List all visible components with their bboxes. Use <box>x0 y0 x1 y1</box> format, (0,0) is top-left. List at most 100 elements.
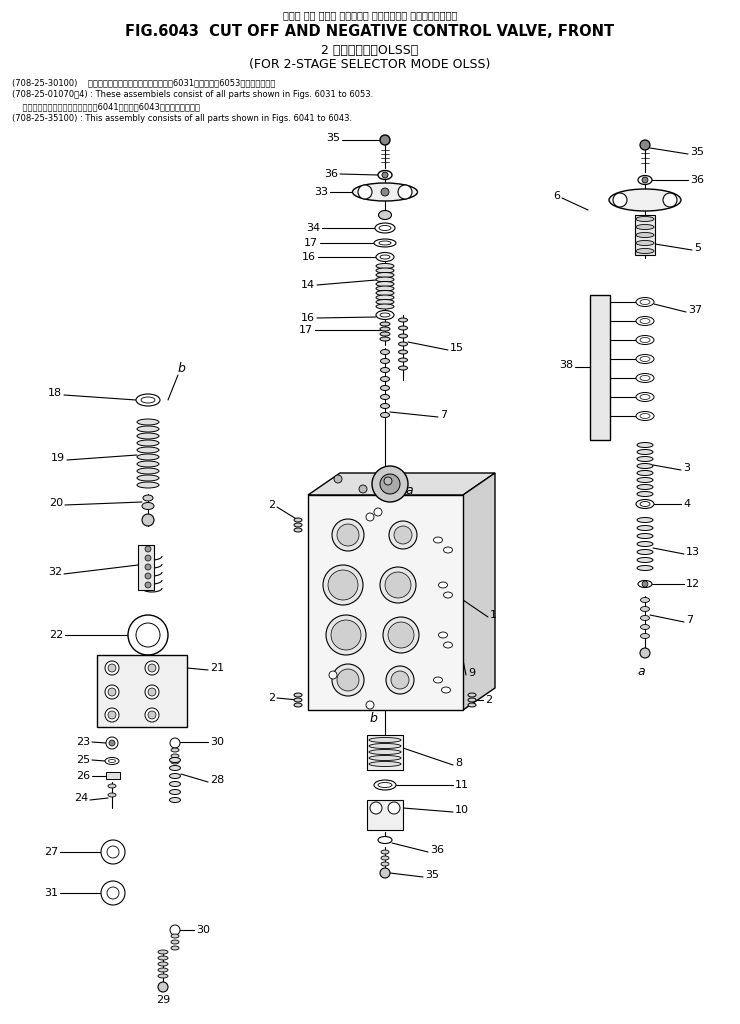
Ellipse shape <box>640 376 650 381</box>
Ellipse shape <box>108 793 116 797</box>
Ellipse shape <box>636 241 654 246</box>
Ellipse shape <box>171 940 179 944</box>
Ellipse shape <box>399 358 408 362</box>
Ellipse shape <box>636 412 654 421</box>
Circle shape <box>388 802 400 814</box>
Text: b: b <box>370 712 378 725</box>
Ellipse shape <box>137 440 159 446</box>
Circle shape <box>383 617 419 653</box>
Text: 24: 24 <box>74 793 88 803</box>
Circle shape <box>380 474 400 494</box>
Ellipse shape <box>636 354 654 364</box>
Circle shape <box>642 581 648 587</box>
Circle shape <box>145 573 151 579</box>
Ellipse shape <box>169 781 181 786</box>
Ellipse shape <box>468 703 476 707</box>
Ellipse shape <box>158 962 168 966</box>
Circle shape <box>145 708 159 722</box>
Ellipse shape <box>637 557 653 562</box>
Ellipse shape <box>636 500 654 509</box>
Circle shape <box>158 982 168 992</box>
Text: 2: 2 <box>268 500 275 510</box>
Ellipse shape <box>641 597 650 602</box>
Circle shape <box>331 620 361 650</box>
Ellipse shape <box>637 565 653 570</box>
Text: 38: 38 <box>559 360 573 370</box>
Ellipse shape <box>158 950 168 954</box>
Text: b: b <box>178 361 186 375</box>
Ellipse shape <box>376 253 394 261</box>
Circle shape <box>101 840 125 864</box>
Circle shape <box>328 570 358 600</box>
Circle shape <box>326 615 366 655</box>
Ellipse shape <box>637 484 653 489</box>
Text: (708-25-30100)    これらのアッセンブリの構成部品は第6031図および第6053図を合みます．: (708-25-30100) これらのアッセンブリの構成部品は第6031図および… <box>12 78 275 87</box>
Circle shape <box>380 475 390 485</box>
Ellipse shape <box>376 272 394 278</box>
Ellipse shape <box>609 189 681 211</box>
Ellipse shape <box>169 758 181 763</box>
Ellipse shape <box>636 232 654 238</box>
Text: このアッセンブリの構成部品は第6041図から第6043図まで合みます．: このアッセンブリの構成部品は第6041図から第6043図まで合みます． <box>12 102 200 111</box>
Ellipse shape <box>468 698 476 702</box>
Ellipse shape <box>380 327 390 331</box>
Text: FIG.6043  CUT OFF AND NEGATIVE CONTROL VALVE, FRONT: FIG.6043 CUT OFF AND NEGATIVE CONTROL VA… <box>126 24 614 39</box>
Text: 35: 35 <box>425 870 439 880</box>
Text: 36: 36 <box>430 845 444 855</box>
Ellipse shape <box>380 403 389 409</box>
Ellipse shape <box>439 632 448 638</box>
Ellipse shape <box>137 426 159 432</box>
Circle shape <box>640 648 650 658</box>
Circle shape <box>145 546 151 552</box>
Ellipse shape <box>380 255 390 259</box>
Ellipse shape <box>636 374 654 383</box>
Ellipse shape <box>378 837 392 844</box>
Circle shape <box>382 172 388 178</box>
Ellipse shape <box>137 454 159 460</box>
Text: 14: 14 <box>301 280 315 290</box>
Circle shape <box>337 669 359 691</box>
Bar <box>590 295 610 440</box>
Ellipse shape <box>399 326 408 330</box>
Text: (708-25-35100) : This assembly consists of all parts shown in Figs. 6041 to 6043: (708-25-35100) : This assembly consists … <box>12 114 352 123</box>
Text: 34: 34 <box>306 223 320 233</box>
Ellipse shape <box>380 337 390 341</box>
Ellipse shape <box>169 790 181 795</box>
Circle shape <box>148 664 156 672</box>
Ellipse shape <box>378 211 391 219</box>
Circle shape <box>106 737 118 749</box>
Ellipse shape <box>638 581 652 588</box>
Ellipse shape <box>637 470 653 475</box>
Ellipse shape <box>637 534 653 539</box>
Circle shape <box>398 185 412 199</box>
Text: 4: 4 <box>683 499 690 509</box>
Ellipse shape <box>380 332 390 336</box>
Text: 2 段モード切掰OLSS用: 2 段モード切掰OLSS用 <box>321 44 419 57</box>
Circle shape <box>388 622 414 648</box>
Ellipse shape <box>399 334 408 338</box>
Ellipse shape <box>137 461 159 467</box>
Ellipse shape <box>380 358 389 364</box>
Circle shape <box>640 140 650 150</box>
Ellipse shape <box>169 766 181 770</box>
Ellipse shape <box>641 615 650 621</box>
Circle shape <box>380 567 416 603</box>
Ellipse shape <box>640 338 650 342</box>
Text: 17: 17 <box>304 238 318 248</box>
Text: 29: 29 <box>156 995 170 1005</box>
Text: a: a <box>637 665 645 678</box>
Ellipse shape <box>380 377 389 382</box>
Bar <box>308 495 463 710</box>
Text: 30: 30 <box>210 737 224 746</box>
Circle shape <box>109 740 115 746</box>
Polygon shape <box>463 473 495 710</box>
Ellipse shape <box>637 442 653 447</box>
Circle shape <box>145 685 159 699</box>
Ellipse shape <box>636 316 654 326</box>
Bar <box>138 545 154 590</box>
Ellipse shape <box>637 525 653 530</box>
Ellipse shape <box>636 336 654 344</box>
Circle shape <box>170 738 180 748</box>
Ellipse shape <box>137 482 159 488</box>
Circle shape <box>366 513 374 521</box>
